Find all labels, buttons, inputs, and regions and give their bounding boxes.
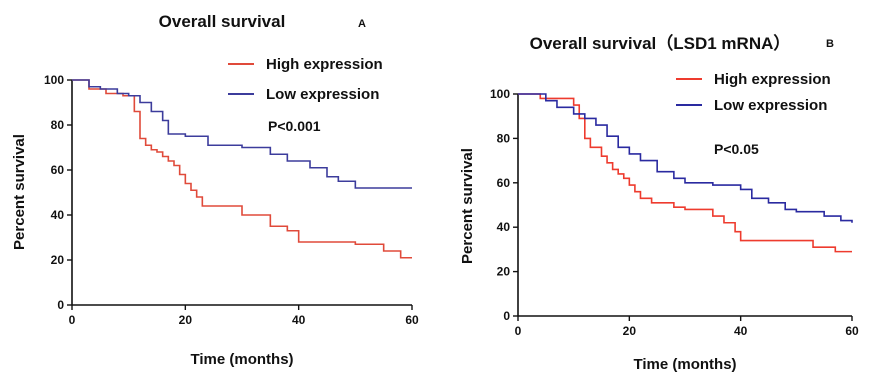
panel-a: Overall survival A 0 20 40 60 80 100 0 20 40 60 Time… <box>11 12 419 368</box>
legend-label: High expression <box>266 56 383 73</box>
y-tick-label: 20 <box>497 265 511 279</box>
panel-letter: B <box>826 38 834 50</box>
y-axis-label: Percent survival <box>11 134 28 250</box>
y-axis-label: Percent survival <box>459 148 476 264</box>
survival-curve-low-expression <box>518 93 853 223</box>
survival-curve-low-expression <box>72 79 412 189</box>
y-tick-label: 20 <box>51 253 65 267</box>
y-tick-label: 60 <box>51 163 65 177</box>
x-tick-label: 40 <box>734 324 748 338</box>
legend-label: Low expression <box>266 86 379 103</box>
p-value-annotation: P<0.05 <box>714 141 759 157</box>
x-tick-label: 40 <box>292 313 306 327</box>
y-tick-label: 100 <box>490 87 510 101</box>
x-tick-label: 0 <box>69 313 76 327</box>
panel-letter: A <box>358 18 366 30</box>
survival-curve-high-expression <box>72 79 412 259</box>
survival-curve-high-expression <box>518 93 852 253</box>
x-tick-label: 0 <box>515 324 522 338</box>
y-tick-label: 40 <box>497 220 511 234</box>
y-tick-label: 0 <box>503 309 510 323</box>
chart-title: Overall survival（LSD1 mRNA） <box>530 33 791 53</box>
y-tick-label: 40 <box>51 208 65 222</box>
legend-label: High expression <box>714 71 831 88</box>
panel-b: Overall survival（LSD1 mRNA） B 0 20 40 60 80 100… <box>459 33 859 373</box>
x-axis-label: Time (months) <box>190 351 293 368</box>
x-tick-label: 60 <box>845 324 859 338</box>
y-tick-label: 80 <box>51 118 65 132</box>
legend-label: Low expression <box>714 97 827 114</box>
y-tick-label: 60 <box>497 176 511 190</box>
y-tick-label: 80 <box>497 131 511 145</box>
x-axis-label: Time (months) <box>633 356 736 373</box>
y-tick-label: 100 <box>44 73 64 87</box>
x-tick-label: 20 <box>179 313 193 327</box>
x-tick-label: 20 <box>623 324 637 338</box>
chart-title: Overall survival <box>159 12 286 31</box>
x-tick-label: 60 <box>405 313 419 327</box>
p-value-annotation: P<0.001 <box>268 118 321 134</box>
y-tick-label: 0 <box>57 298 64 312</box>
